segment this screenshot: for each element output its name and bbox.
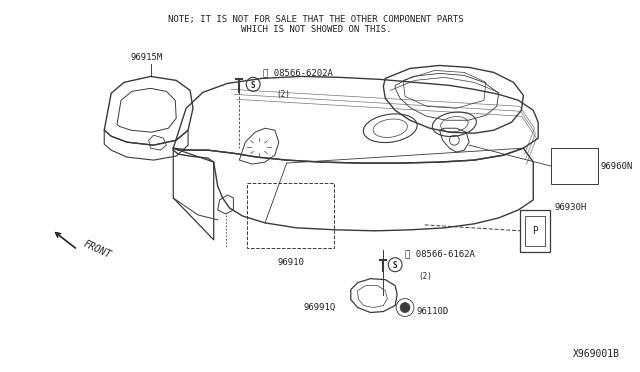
Text: Ⓢ 08566-6202A: Ⓢ 08566-6202A bbox=[263, 68, 333, 77]
Text: Ⓢ 08566-6162A: Ⓢ 08566-6162A bbox=[405, 250, 475, 259]
Bar bbox=[551, 148, 598, 184]
Bar bbox=[520, 210, 550, 252]
Text: NOTE; IT IS NOT FOR SALE THAT THE OTHER COMPONENT PARTS: NOTE; IT IS NOT FOR SALE THAT THE OTHER … bbox=[168, 15, 464, 24]
Text: 96110D: 96110D bbox=[417, 307, 449, 316]
Text: S: S bbox=[393, 261, 397, 270]
Text: (2): (2) bbox=[277, 90, 291, 99]
Bar bbox=[247, 183, 334, 248]
Bar bbox=[525, 216, 545, 246]
Text: 96915M: 96915M bbox=[131, 54, 163, 62]
Text: S: S bbox=[251, 81, 255, 90]
Text: 96930H: 96930H bbox=[555, 203, 587, 212]
Text: X969001B: X969001B bbox=[573, 349, 620, 359]
Text: 96991Q: 96991Q bbox=[304, 303, 336, 312]
Text: 96960N: 96960N bbox=[600, 161, 632, 171]
Text: 96910: 96910 bbox=[277, 258, 304, 267]
Text: FRONT: FRONT bbox=[81, 238, 113, 260]
Circle shape bbox=[400, 302, 410, 312]
Text: WHICH IS NOT SHOWED ON THIS.: WHICH IS NOT SHOWED ON THIS. bbox=[241, 25, 392, 33]
Text: P: P bbox=[532, 226, 538, 236]
Text: (2): (2) bbox=[419, 272, 433, 281]
